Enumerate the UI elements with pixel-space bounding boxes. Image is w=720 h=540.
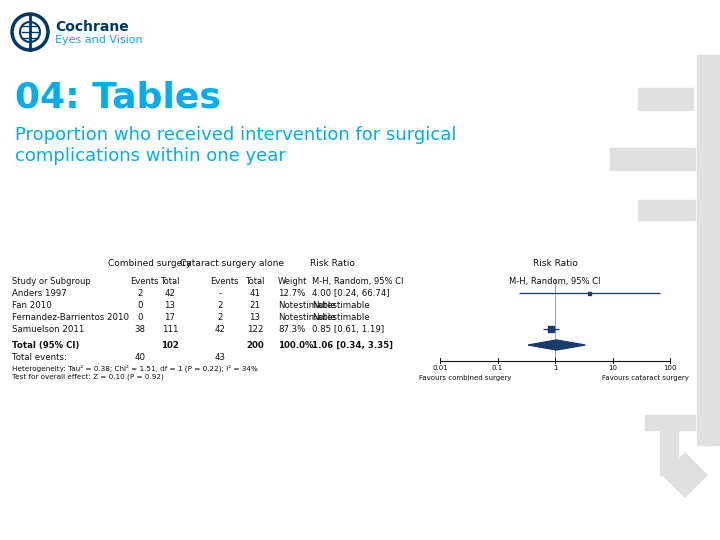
Text: 100.0%: 100.0% — [278, 341, 313, 350]
Text: 43: 43 — [215, 353, 225, 362]
Text: 122: 122 — [247, 325, 264, 334]
Text: Combined surgery: Combined surgery — [108, 259, 192, 268]
Bar — [588, 292, 591, 294]
Text: Samuelson 2011: Samuelson 2011 — [12, 325, 84, 334]
Text: 38: 38 — [135, 325, 145, 334]
Text: Proportion who received intervention for surgical: Proportion who received intervention for… — [15, 126, 456, 144]
Text: Test for overall effect: Z = 0.10 (P = 0.92): Test for overall effect: Z = 0.10 (P = 0… — [12, 373, 163, 380]
Text: 0.85 [0.61, 1.19]: 0.85 [0.61, 1.19] — [312, 325, 384, 334]
Text: Eyes and Vision: Eyes and Vision — [55, 35, 143, 45]
Text: 2: 2 — [217, 301, 222, 310]
Text: Study or Subgroup: Study or Subgroup — [12, 277, 91, 286]
Text: 100: 100 — [663, 365, 677, 371]
Text: 17: 17 — [164, 313, 176, 322]
Bar — [548, 326, 554, 332]
Text: 1: 1 — [553, 365, 557, 371]
Text: 200: 200 — [246, 341, 264, 350]
Text: 2: 2 — [138, 289, 143, 298]
Text: 40: 40 — [135, 353, 145, 362]
Text: 1.06 [0.34, 3.35]: 1.06 [0.34, 3.35] — [312, 341, 393, 350]
Text: 0: 0 — [138, 313, 143, 322]
Text: Total: Total — [245, 277, 264, 286]
Text: 87.3%: 87.3% — [278, 325, 305, 334]
Text: 13: 13 — [164, 301, 176, 310]
Text: Cochrane: Cochrane — [55, 20, 129, 34]
Polygon shape — [528, 340, 585, 350]
Text: 4.00 [0.24, 66.74]: 4.00 [0.24, 66.74] — [312, 289, 390, 298]
Text: Weight: Weight — [278, 277, 307, 286]
Text: 21: 21 — [250, 301, 261, 310]
Text: Favours combined surgery: Favours combined surgery — [419, 375, 511, 381]
Text: Notestimable: Notestimable — [312, 313, 369, 322]
Text: 2: 2 — [217, 313, 222, 322]
Text: complications within one year: complications within one year — [15, 147, 286, 165]
Text: Risk Ratio: Risk Ratio — [310, 259, 354, 268]
Text: 0.1: 0.1 — [492, 365, 503, 371]
Text: Risk Ratio: Risk Ratio — [533, 259, 577, 268]
Bar — [610, 148, 695, 170]
Text: Notestimable: Notestimable — [312, 301, 369, 310]
Bar — [660, 430, 678, 475]
Text: 41: 41 — [250, 289, 261, 298]
Text: 12.7%: 12.7% — [278, 289, 305, 298]
Text: 102: 102 — [161, 341, 179, 350]
Bar — [697, 55, 719, 445]
Text: Cataract surgery alone: Cataract surgery alone — [181, 259, 284, 268]
Text: Heterogeneity: Tau² = 0.38; Chi² = 1.51, df = 1 (P = 0.22); I² = 34%: Heterogeneity: Tau² = 0.38; Chi² = 1.51,… — [12, 364, 258, 372]
Text: Favours cataract surgery: Favours cataract surgery — [602, 375, 688, 381]
Bar — [645, 415, 695, 430]
Text: Fernandez-Barrientos 2010: Fernandez-Barrientos 2010 — [12, 313, 129, 322]
Text: 04: Tables: 04: Tables — [15, 80, 221, 114]
Text: 42: 42 — [164, 289, 176, 298]
Text: Anders 1997: Anders 1997 — [12, 289, 67, 298]
Text: 13: 13 — [250, 313, 261, 322]
Text: Notestimable: Notestimable — [278, 313, 336, 322]
Text: 0: 0 — [138, 301, 143, 310]
Bar — [638, 200, 695, 220]
Text: 0.01: 0.01 — [432, 365, 448, 371]
Text: 10: 10 — [608, 365, 617, 371]
Bar — [638, 88, 693, 110]
Text: M-H, Random, 95% CI: M-H, Random, 95% CI — [509, 277, 600, 286]
Text: Total events:: Total events: — [12, 353, 67, 362]
Text: Events: Events — [130, 277, 158, 286]
Text: 111: 111 — [162, 325, 179, 334]
Text: Fan 2010: Fan 2010 — [12, 301, 52, 310]
Text: Total: Total — [160, 277, 179, 286]
Text: Total (95% CI): Total (95% CI) — [12, 341, 79, 350]
Text: M-H, Random, 95% CI: M-H, Random, 95% CI — [312, 277, 403, 286]
Text: -: - — [218, 289, 222, 298]
Text: 42: 42 — [215, 325, 225, 334]
Text: Notestimable: Notestimable — [278, 301, 336, 310]
Text: Events: Events — [210, 277, 238, 286]
Polygon shape — [663, 453, 707, 497]
